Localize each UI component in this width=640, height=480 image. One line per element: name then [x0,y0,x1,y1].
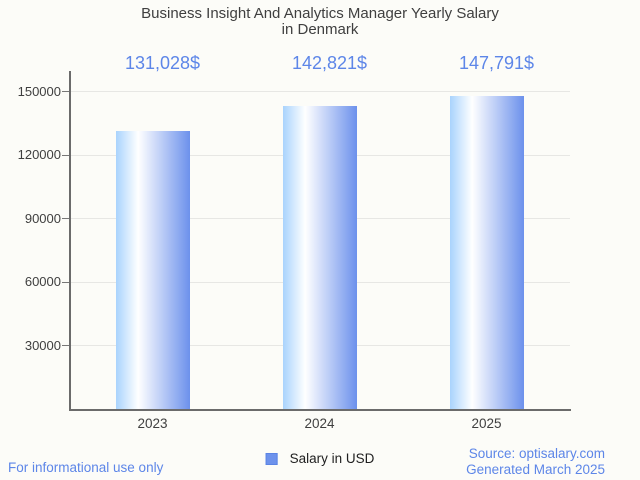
y-tick-mark [62,281,69,283]
y-tick-label: 90000 [24,210,61,226]
source-line: Source: optisalary.com [468,446,605,461]
disclaimer-text: For informational use only [8,460,164,475]
chart-title-line2: in Denmark [281,21,359,38]
bar [115,131,190,409]
source-attribution: Source: optisalary.com Generated March 2… [466,446,605,477]
y-tick-mark [62,154,69,156]
chart-title-line1: Business Insight And Analytics Manager Y… [141,5,499,22]
x-axis-line [69,408,571,411]
bar [282,106,357,409]
legend-swatch-icon [265,453,278,465]
y-tick-mark [62,91,69,93]
y-tick-label: 150000 [17,83,61,99]
chart-title: Business Insight And Analytics Manager Y… [0,6,640,38]
x-tick-label: 2025 [471,416,502,431]
y-tick-label: 30000 [24,337,61,353]
generated-line: Generated March 2025 [466,461,605,477]
bar [449,95,524,409]
legend: Salary in USD [265,451,375,466]
y-tick-label: 60000 [24,274,61,290]
x-tick-label: 2024 [304,416,335,431]
bar-value-label: 131,028$ [124,53,201,73]
bar-value-label: 142,821$ [291,53,368,73]
y-tick-label: 120000 [17,147,61,163]
y-tick-mark [62,218,69,220]
y-tick-mark [62,345,69,347]
x-tick-label: 2023 [137,416,168,431]
gridline [69,91,570,93]
legend-label: Salary in USD [289,451,375,466]
bar-value-label: 147,791$ [458,53,535,73]
y-axis-line [69,71,71,409]
